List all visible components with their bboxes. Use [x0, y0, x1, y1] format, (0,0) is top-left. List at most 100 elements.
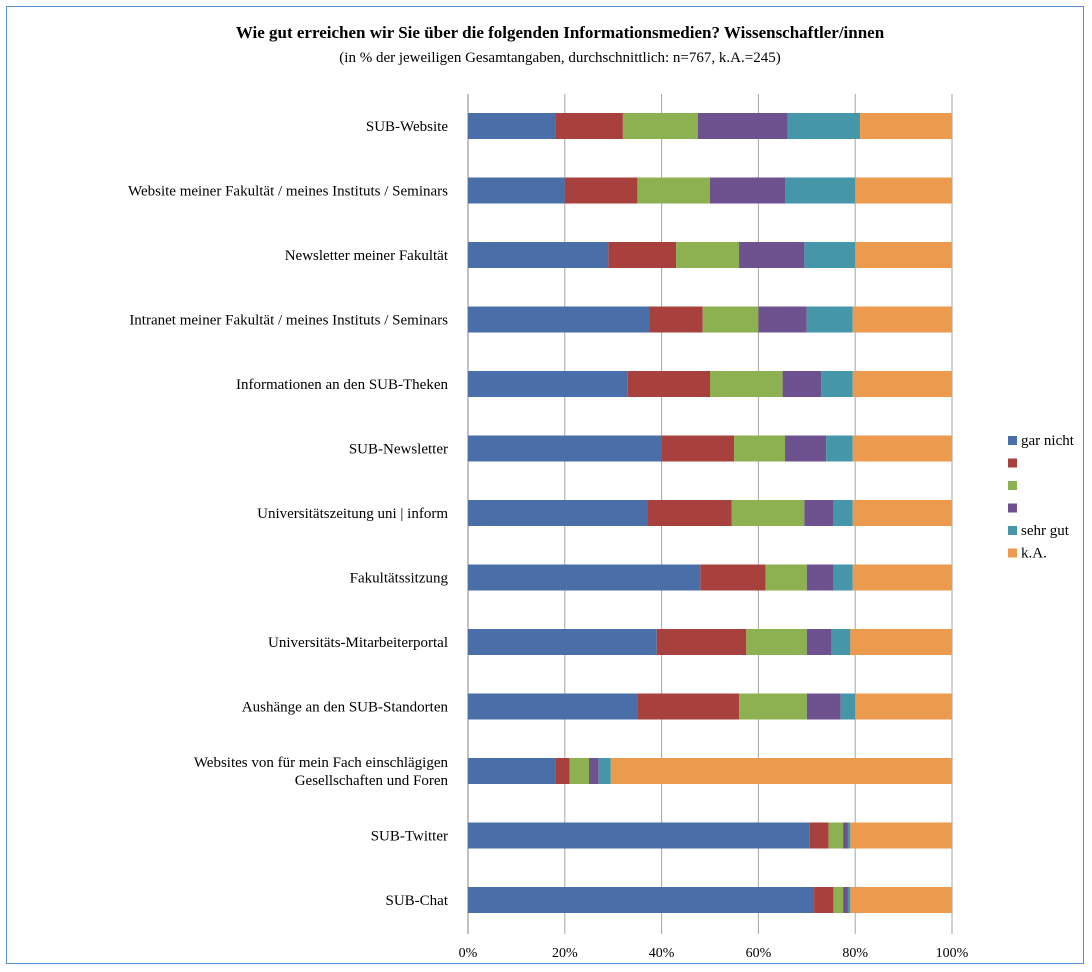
bar-segment-2: [656, 629, 747, 655]
category-label-line: Universitätszeitung uni | inform: [257, 506, 448, 522]
bar-segment-2: [637, 693, 740, 720]
bar-segment-4: [710, 177, 786, 204]
bar-segment-1: [468, 887, 815, 913]
bar-segment-1: [468, 758, 556, 784]
legend-swatch: [1008, 458, 1017, 468]
category-label: Websites von für mein Fach einschlägigen…: [194, 755, 449, 789]
bar-segment-3: [833, 887, 844, 913]
bar-segment-3: [765, 564, 807, 591]
bar-segment-1: [468, 500, 648, 526]
bar-segment-6: [855, 693, 952, 720]
bar-segment-4: [785, 435, 827, 462]
bar-segment-2: [608, 242, 677, 268]
category-label-line: Websites von für mein Fach einschlägigen: [194, 755, 449, 771]
bar-segment-6: [852, 500, 952, 526]
chart-title: Wie gut erreichen wir Sie über die folge…: [236, 23, 885, 42]
bar-segment-3: [676, 242, 740, 268]
bar-segment-4: [804, 500, 834, 526]
category-label: Fakultätssitzung: [350, 571, 449, 587]
bar-segment-5: [833, 564, 853, 591]
category-label-line: Informationen an den SUB-Theken: [236, 377, 449, 393]
bar-segment-5: [840, 693, 856, 720]
category-label-line: Universitäts-Mitarbeiterportal: [268, 635, 448, 651]
bar-segment-5: [598, 758, 611, 784]
bar-segment-2: [649, 306, 703, 333]
bar-segment-3: [734, 435, 786, 462]
bar-segment-2: [814, 887, 834, 913]
category-label: SUB-Newsletter: [349, 442, 448, 458]
bar-segment-2: [647, 500, 732, 526]
chart-subtitle: (in % der jeweiligen Gesamtangaben, durc…: [339, 50, 780, 66]
legend-swatch: [1008, 436, 1017, 445]
bar-segment-1: [468, 693, 638, 720]
category-label: Newsletter meiner Fakultät: [285, 248, 449, 264]
x-tick-label: 60%: [746, 946, 772, 961]
bar-segment-4: [758, 306, 807, 333]
bar-segment-2: [555, 113, 623, 139]
category-label-line: SUB-Twitter: [371, 829, 448, 845]
category-label-line: SUB-Website: [366, 119, 448, 135]
bar-segment-3: [731, 500, 805, 526]
x-tick-label: 0%: [459, 946, 478, 961]
category-label-line: Gesellschaften und Foren: [295, 773, 449, 789]
bar-segment-2: [627, 371, 710, 397]
bar-segment-3: [828, 822, 844, 849]
bar-segment-5: [826, 435, 853, 462]
legend-swatch: [1008, 481, 1017, 490]
bar-segment-5: [804, 242, 856, 268]
category-label: Website meiner Fakultät / meines Institu…: [128, 184, 448, 200]
category-label: SUB-Website: [366, 119, 448, 135]
bar-segment-5: [833, 500, 853, 526]
bar-segment-5: [785, 177, 856, 204]
bar-segment-6: [850, 887, 952, 913]
bar-segment-4: [806, 629, 831, 655]
bar-segment-5: [806, 306, 853, 333]
bar-segment-6: [852, 306, 952, 333]
legend-label: gar nicht: [1021, 433, 1075, 449]
legend: gar nicht sehr gut k.A.: [1008, 433, 1075, 562]
bar-segment-4: [843, 822, 848, 849]
bar-segment-2: [809, 822, 829, 849]
bar-segment-5: [847, 887, 851, 913]
bar-segment-4: [697, 113, 788, 139]
category-label-line: Website meiner Fakultät / meines Institu…: [128, 184, 448, 200]
bar-segment-3: [637, 177, 710, 204]
x-tick-label: 100%: [936, 946, 969, 961]
x-tick-label: 20%: [552, 946, 578, 961]
bar-segment-6: [855, 242, 952, 268]
category-label: SUB-Twitter: [371, 829, 448, 845]
category-labels: SUB-Website Website meiner Fakultät / mei…: [128, 119, 449, 909]
bar-segment-6: [855, 177, 952, 204]
bar-segment-5: [787, 113, 861, 139]
bar-segment-1: [468, 113, 556, 139]
legend-swatch: [1008, 503, 1017, 513]
x-tick-label: 40%: [649, 946, 675, 961]
chart-frame: [6, 6, 1084, 964]
bar-segment-1: [468, 371, 628, 397]
bar-segment-1: [468, 177, 565, 204]
bar-segment-2: [661, 435, 735, 462]
bar-segment-4: [589, 758, 599, 784]
category-label-line: Intranet meiner Fakultät / meines Instit…: [129, 313, 448, 329]
bar-segment-1: [468, 242, 609, 268]
legend-label: k.A.: [1021, 546, 1047, 562]
category-label: Intranet meiner Fakultät / meines Instit…: [129, 313, 448, 329]
bars: [468, 113, 952, 913]
category-label-line: Aushänge an den SUB-Standorten: [242, 700, 449, 716]
bar-segment-4: [806, 564, 834, 591]
bar-segment-6: [852, 371, 952, 397]
legend-label: sehr gut: [1021, 523, 1070, 539]
bar-segment-3: [569, 758, 589, 784]
bar-segment-1: [468, 629, 657, 655]
bar-segment-6: [610, 758, 952, 784]
bar-segment-5: [847, 822, 851, 849]
bar-segment-2: [564, 177, 638, 204]
x-tick-label: 80%: [842, 946, 868, 961]
bar-segment-5: [831, 629, 851, 655]
bar-segment-2: [555, 758, 570, 784]
bar-segment-3: [622, 113, 698, 139]
bar-segment-4: [806, 693, 841, 720]
bar-segment-6: [852, 564, 952, 591]
category-label-line: SUB-Chat: [385, 893, 448, 909]
